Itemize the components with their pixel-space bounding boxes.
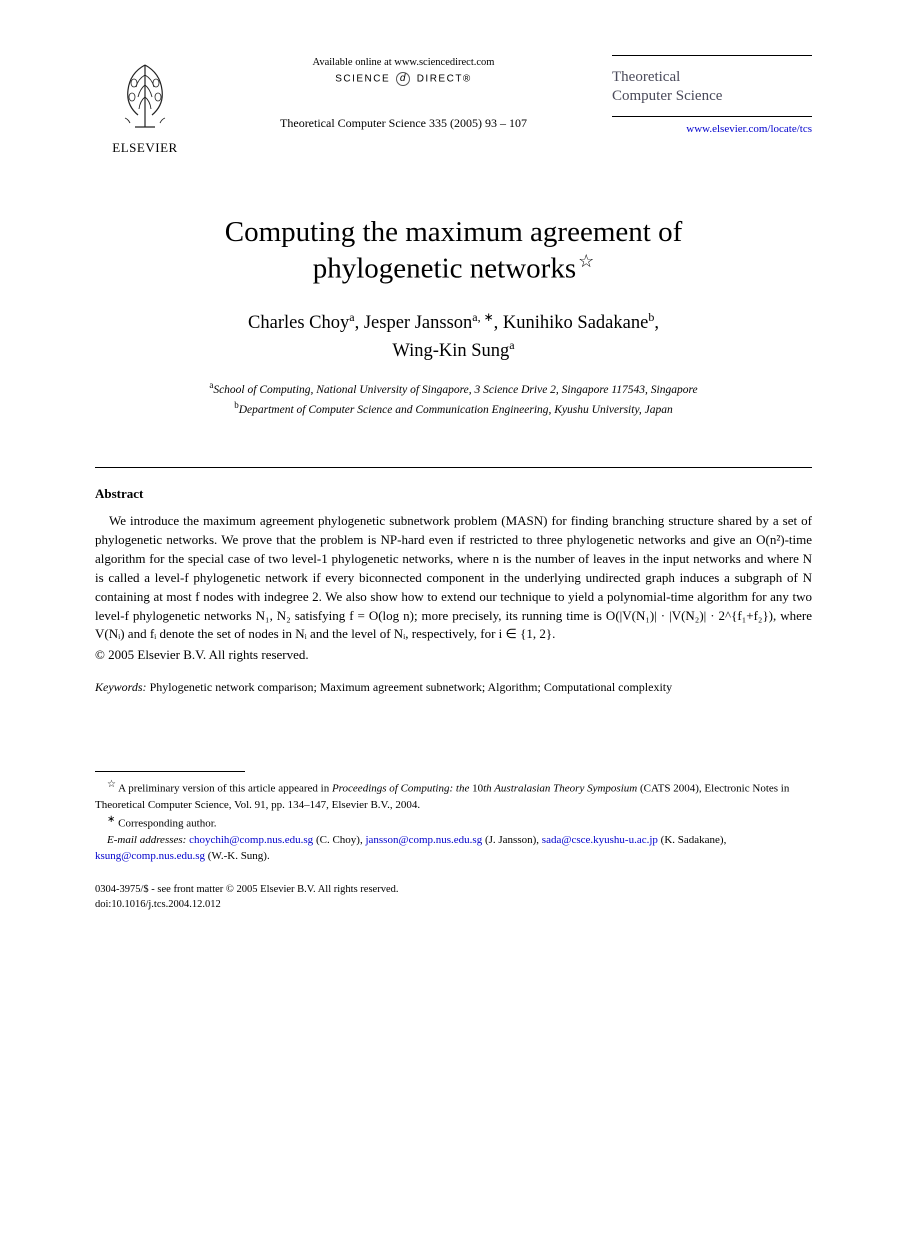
rule-bottom xyxy=(612,116,812,117)
elsevier-logo-block: ELSEVIER xyxy=(95,55,195,156)
elsevier-label: ELSEVIER xyxy=(95,140,195,156)
available-online-text: Available online at www.sciencedirect.co… xyxy=(195,57,612,68)
title-line2: phylogenetic networks xyxy=(313,253,576,285)
author-1-sup: a xyxy=(349,310,354,324)
journal-name: Theoretical Computer Science xyxy=(612,68,812,106)
abstract-copyright: © 2005 Elsevier B.V. All rights reserved… xyxy=(95,646,812,665)
elsevier-tree-icon xyxy=(110,55,180,133)
issn-line: 0304-3975/$ - see front matter © 2005 El… xyxy=(95,883,812,898)
author-2-sup: a, ∗ xyxy=(472,310,493,324)
title-block: Computing the maximum agreement of phylo… xyxy=(95,214,812,419)
abstract-section: Abstract We introduce the maximum agreem… xyxy=(95,486,812,696)
corresponding-author-text: Corresponding author. xyxy=(118,818,216,830)
journal-title-block: Theoretical Computer Science www.elsevie… xyxy=(612,55,812,135)
journal-reference: Theoretical Computer Science 335 (2005) … xyxy=(195,116,612,131)
email-link[interactable]: ksung@comp.nus.edu.sg xyxy=(95,850,205,862)
sd-at-icon: d xyxy=(396,72,410,86)
journal-url[interactable]: www.elsevier.com/locate/tcs xyxy=(612,123,812,135)
author-3-sup: b xyxy=(648,310,654,324)
affiliations: aSchool of Computing, National Universit… xyxy=(95,379,812,419)
page-header: ELSEVIER Available online at www.science… xyxy=(95,55,812,156)
email-label: E-mail addresses: xyxy=(107,834,186,846)
sd-left: SCIENCE xyxy=(335,74,390,85)
keywords-text: Phylogenetic network comparison; Maximum… xyxy=(150,680,673,694)
paper-title: Computing the maximum agreement of phylo… xyxy=(95,214,812,287)
rule-above-abstract xyxy=(95,467,812,468)
email-link[interactable]: choychih@comp.nus.edu.sg xyxy=(189,834,313,846)
abstract-text: We introduce the maximum agreement phylo… xyxy=(95,513,812,641)
footnote-star: ☆ A preliminary version of this article … xyxy=(95,778,812,814)
bottom-block: 0304-3975/$ - see front matter © 2005 El… xyxy=(95,883,812,912)
title-footnote-star: ☆ xyxy=(578,251,594,271)
footnote-emails: E-mail addresses: choychih@comp.nus.edu.… xyxy=(95,833,812,865)
journal-name-line2: Computer Science xyxy=(612,87,812,106)
center-header: Available online at www.sciencedirect.co… xyxy=(195,55,612,131)
affil-a: School of Computing, National University… xyxy=(213,384,697,396)
journal-name-line1: Theoretical xyxy=(612,69,680,85)
abstract-heading: Abstract xyxy=(95,486,812,502)
author-2: Jesper Jansson xyxy=(364,313,472,333)
footnote-corresponding: ∗ Corresponding author. xyxy=(95,813,812,833)
authors-line: Charles Choya, Jesper Janssona, ∗, Kunih… xyxy=(95,309,812,365)
title-line1: Computing the maximum agreement of xyxy=(225,216,682,248)
doi-line: doi:10.1016/j.tcs.2004.12.012 xyxy=(95,898,812,913)
author-4-sup: a xyxy=(509,338,514,352)
email-link[interactable]: jansson@comp.nus.edu.sg xyxy=(365,834,482,846)
author-4: Wing-Kin Sung xyxy=(392,341,509,361)
affil-b: Department of Computer Science and Commu… xyxy=(239,404,673,416)
email-link[interactable]: sada@csce.kyushu-u.ac.jp xyxy=(542,834,658,846)
footnote-rule xyxy=(95,771,245,772)
abstract-body: We introduce the maximum agreement phylo… xyxy=(95,512,812,665)
keywords-label: Keywords: xyxy=(95,680,147,694)
author-3: Kunihiko Sadakane xyxy=(503,313,648,333)
rule-top xyxy=(612,55,812,56)
sd-right: DIRECT® xyxy=(417,74,472,85)
footnotes: ☆ A preliminary version of this article … xyxy=(95,778,812,865)
keywords-line: Keywords: Phylogenetic network compariso… xyxy=(95,679,812,696)
sciencedirect-logo: SCIENCE d DIRECT® xyxy=(195,72,612,86)
author-1: Charles Choy xyxy=(248,313,349,333)
